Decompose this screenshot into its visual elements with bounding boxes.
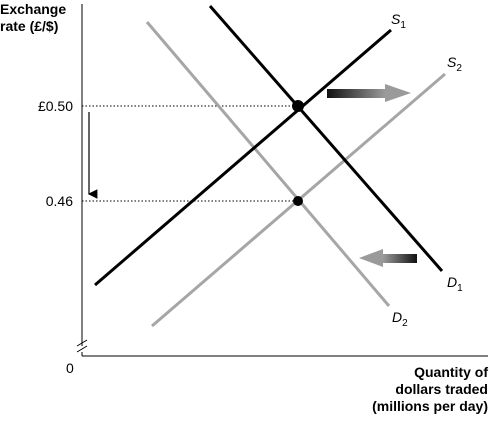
origin-label: 0 (66, 360, 74, 376)
y-tick-label-050: £0.50 (38, 98, 73, 114)
equilibrium-point-1 (292, 100, 304, 112)
label-s1: S1 (391, 11, 406, 31)
x-axis-label-line2: dollars traded (395, 381, 488, 397)
label-s2: S2 (447, 54, 462, 74)
supply-curve-s1 (94, 28, 392, 287)
y-tick-label-046: 0.46 (46, 193, 73, 209)
axis-break-icon (76, 339, 88, 353)
y-axis-label-line1: Exchange (0, 1, 66, 17)
demand-curve-d2 (145, 21, 391, 307)
demand-shift-left-arrow (359, 249, 417, 267)
demand-curve-d1 (208, 5, 444, 272)
equilibrium-point-2 (293, 196, 303, 206)
x-axis-label-line1: Quantity of (414, 364, 488, 380)
x-axis-label-line3: (millions per day) (372, 398, 488, 414)
label-d2: D2 (392, 309, 408, 329)
supply-shift-right-arrow (327, 84, 411, 102)
y-axis-label-line2: rate (£/$) (0, 18, 58, 34)
label-d1: D1 (447, 274, 463, 294)
